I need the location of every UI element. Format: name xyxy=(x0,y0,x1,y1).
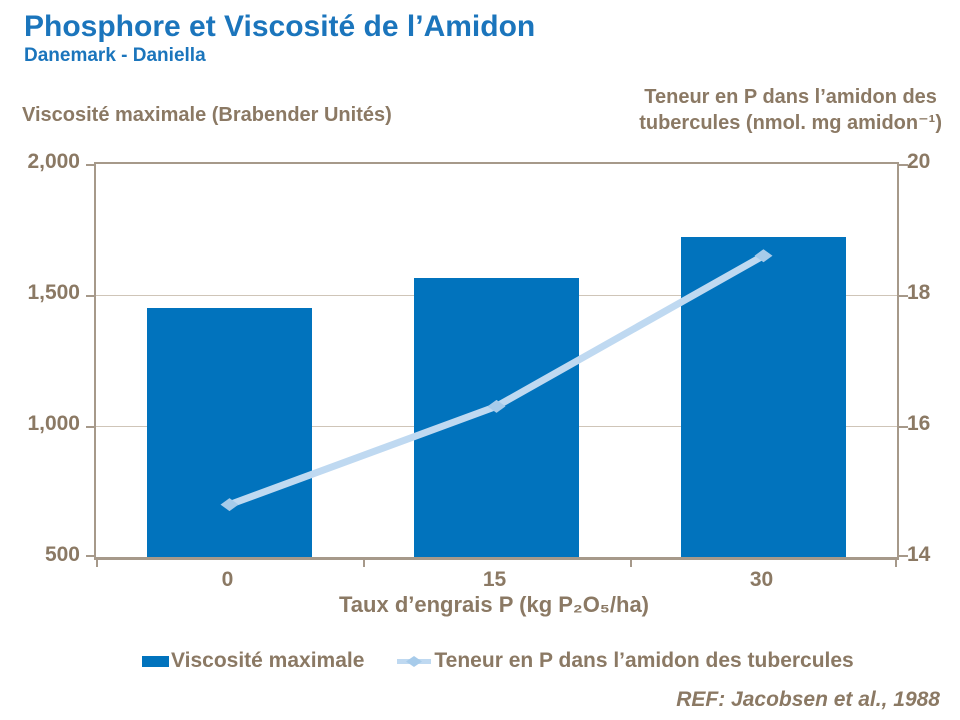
legend-item-line: Teneur en P dans l’amidon des tubercules xyxy=(396,649,854,673)
page-subtitle: Danemark - Daniella xyxy=(24,45,206,66)
right-axis-title-line1: Teneur en P dans l’amidon des xyxy=(644,86,937,108)
x-axis-title: Taux d’engrais P (kg P₂O₅/ha) xyxy=(338,592,650,617)
left-axis-tick-label: 1,500 xyxy=(27,281,80,304)
bar xyxy=(146,308,313,557)
left-axis-tick-label: 500 xyxy=(44,543,80,566)
left-axis-tick xyxy=(86,555,94,557)
right-axis-tick xyxy=(899,164,908,166)
page-title: Phosphore et Viscosité de l’Amidon xyxy=(24,10,536,43)
left-axis-tick-label: 1,000 xyxy=(27,412,80,435)
right-axis-tick-label: 14 xyxy=(907,543,931,566)
line-marker-icon xyxy=(397,655,432,667)
bar-swatch-icon xyxy=(142,655,169,667)
left-axis-tick xyxy=(86,164,94,166)
x-axis-tick xyxy=(363,560,365,567)
right-axis-tick xyxy=(899,295,908,297)
plot-area xyxy=(86,162,908,567)
x-axis-tick xyxy=(96,560,98,567)
line-series xyxy=(220,249,773,512)
x-axis-tick-label: 0 xyxy=(221,568,234,591)
left-axis-tick xyxy=(86,426,94,428)
left-axis-tick-label: 2,000 xyxy=(27,150,80,173)
left-axis-title: Viscosité maximale (Brabender Unités) xyxy=(22,104,392,126)
line-marker xyxy=(220,498,239,512)
right-axis-tick-label: 16 xyxy=(907,412,931,435)
line-marker xyxy=(487,399,506,413)
legend: Viscosité maximale Teneur en P dans l’am… xyxy=(142,649,854,673)
left-axis-tick xyxy=(86,295,94,297)
x-axis-tick-label: 15 xyxy=(482,568,507,591)
line-marker xyxy=(754,249,773,263)
x-axis-tick xyxy=(895,560,897,567)
right-axis-title: Teneur en P dans l’amidon des tubercules… xyxy=(639,84,942,137)
legend-label-bar: Viscosité maximale xyxy=(171,649,365,672)
x-axis-tick-label: 30 xyxy=(749,568,774,591)
right-axis-tick-label: 20 xyxy=(907,150,931,173)
right-axis-title-line2: tubercules (nmol. mg amidon⁻¹) xyxy=(639,112,942,135)
bar xyxy=(413,277,580,557)
right-axis-tick-label: 18 xyxy=(907,281,931,304)
x-axis-tick xyxy=(630,560,632,567)
right-axis-tick xyxy=(899,555,908,557)
legend-label-line: Teneur en P dans l’amidon des tubercules xyxy=(434,649,854,672)
legend-item-bar: Viscosité maximale xyxy=(142,649,364,673)
right-axis-tick xyxy=(899,426,908,428)
reference-text: REF: Jacobsen et al., 1988 xyxy=(676,688,940,711)
